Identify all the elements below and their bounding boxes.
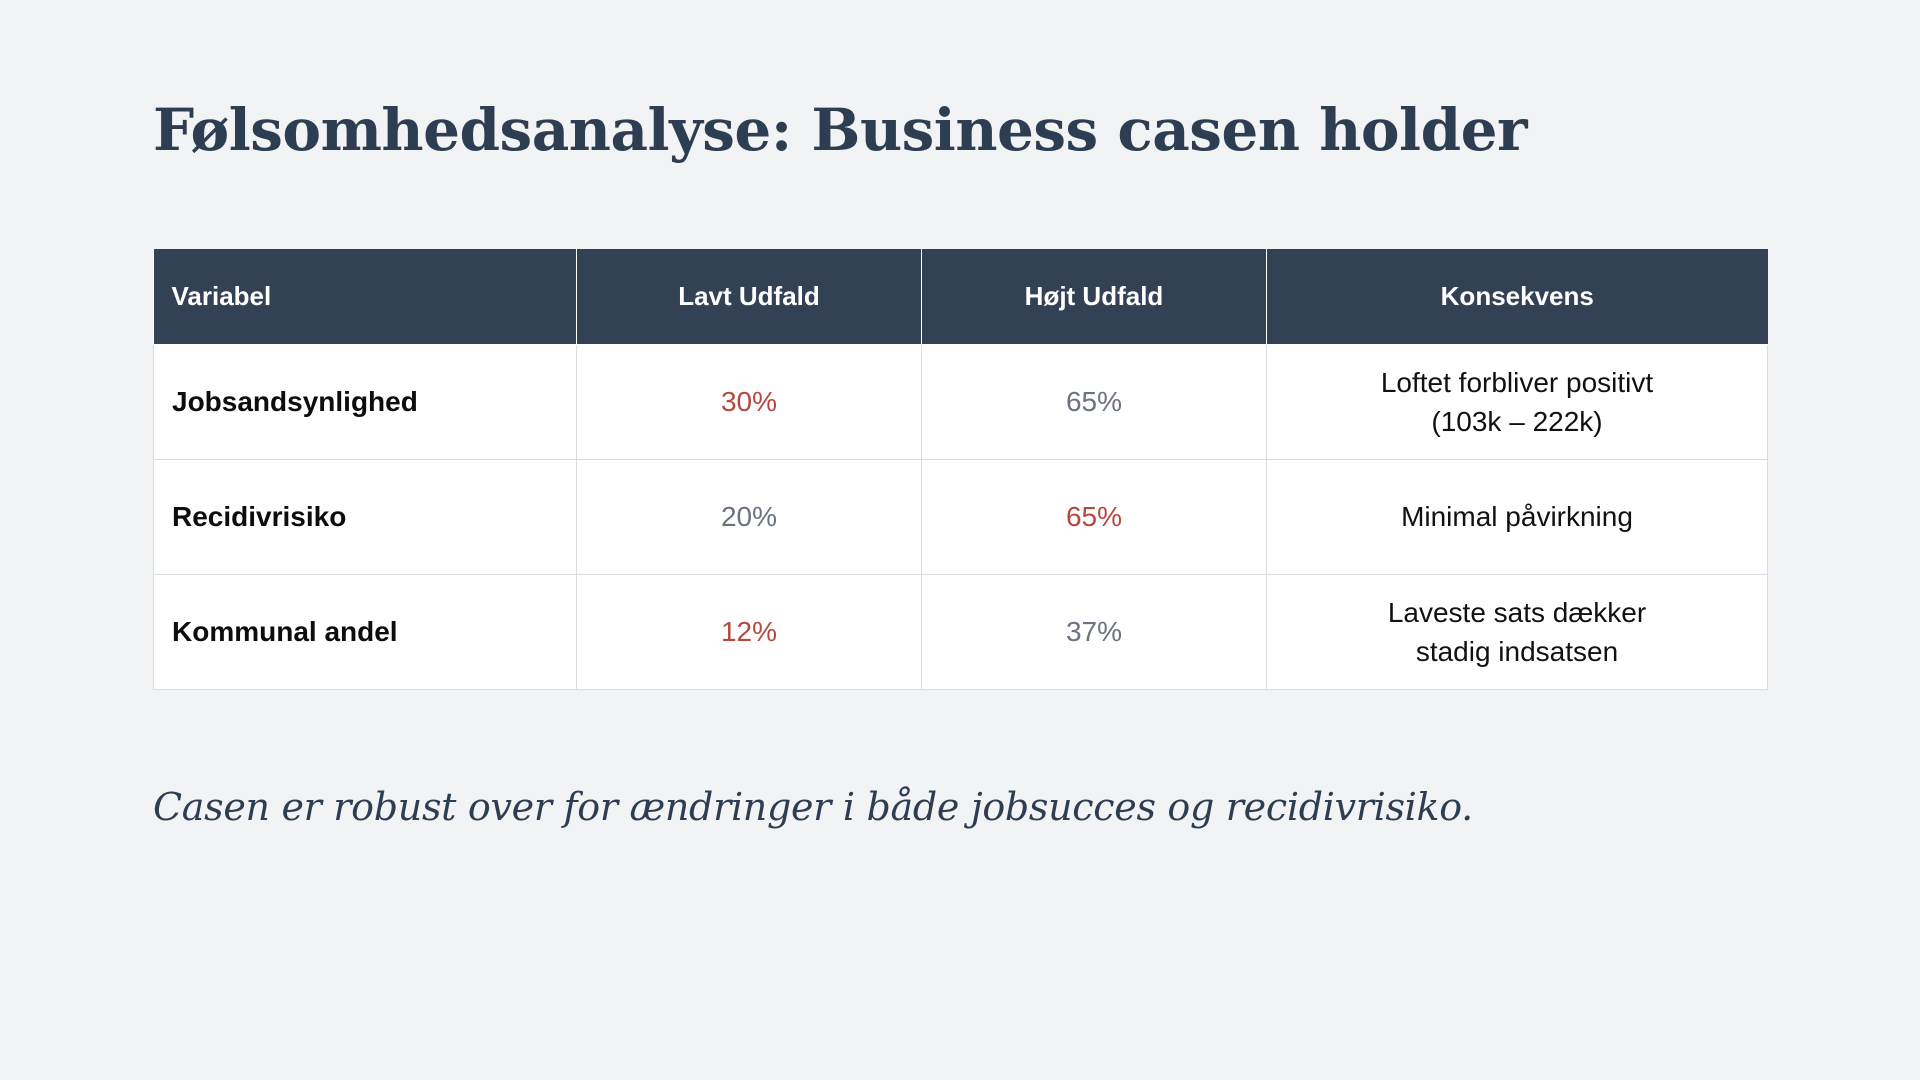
header-low-outcome: Lavt Udfald xyxy=(576,249,922,345)
sensitivity-table: Variabel Lavt Udfald Højt Udfald Konsekv… xyxy=(153,249,1768,690)
row-consequence: Minimal påvirkning xyxy=(1266,458,1768,575)
table-header: Variabel Lavt Udfald Højt Udfald Konsekv… xyxy=(153,249,1768,345)
row-high-outcome: 65% xyxy=(921,343,1267,460)
row-high-outcome: 37% xyxy=(921,573,1267,690)
row-high-outcome: 65% xyxy=(921,458,1267,575)
header-row: Variabel Lavt Udfald Højt Udfald Konsekv… xyxy=(153,249,1768,345)
table-row: Jobsandsynlighed 30% 65% Loftet forblive… xyxy=(153,343,1768,460)
table-body: Jobsandsynlighed 30% 65% Loftet forblive… xyxy=(153,343,1768,690)
row-low-outcome: 20% xyxy=(576,458,922,575)
header-consequence: Konsekvens xyxy=(1266,249,1768,345)
conclusion-note: Casen er robust over for ændringer i båd… xyxy=(153,785,1473,829)
row-low-outcome: 12% xyxy=(576,573,922,690)
row-variable: Jobsandsynlighed xyxy=(153,343,577,460)
header-high-outcome: Højt Udfald xyxy=(921,249,1267,345)
slide-title: Følsomhedsanalyse: Business casen holder xyxy=(153,96,1528,164)
row-consequence: Loftet forbliver positivt (103k – 222k) xyxy=(1266,343,1768,460)
sensitivity-table-container: Variabel Lavt Udfald Højt Udfald Konsekv… xyxy=(153,249,1768,690)
row-consequence: Laveste sats dækker stadig indsatsen xyxy=(1266,573,1768,690)
row-variable: Recidivrisiko xyxy=(153,458,577,575)
row-low-outcome: 30% xyxy=(576,343,922,460)
row-variable: Kommunal andel xyxy=(153,573,577,690)
header-variable: Variabel xyxy=(153,249,577,345)
table-row: Kommunal andel 12% 37% Laveste sats dækk… xyxy=(153,573,1768,690)
table-row: Recidivrisiko 20% 65% Minimal påvirkning xyxy=(153,458,1768,575)
